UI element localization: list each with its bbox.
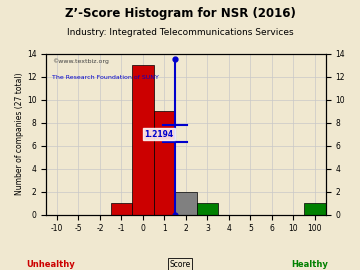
Bar	[132, 65, 154, 215]
Text: Industry: Integrated Telecommunications Services: Industry: Integrated Telecommunications …	[67, 28, 293, 37]
Text: The Research Foundation of SUNY: The Research Foundation of SUNY	[52, 75, 159, 80]
Bar	[197, 203, 218, 215]
Bar	[175, 192, 197, 215]
Bar	[154, 111, 175, 215]
Text: ©www.textbiz.org: ©www.textbiz.org	[52, 58, 109, 64]
Text: Z’-Score Histogram for NSR (2016): Z’-Score Histogram for NSR (2016)	[64, 7, 296, 20]
Text: Score: Score	[169, 260, 191, 269]
Text: 1.2194: 1.2194	[144, 130, 174, 139]
Y-axis label: Number of companies (27 total): Number of companies (27 total)	[15, 73, 24, 195]
Bar	[304, 203, 326, 215]
Text: Healthy: Healthy	[291, 260, 328, 269]
Bar	[111, 203, 132, 215]
Text: Unhealthy: Unhealthy	[26, 260, 75, 269]
